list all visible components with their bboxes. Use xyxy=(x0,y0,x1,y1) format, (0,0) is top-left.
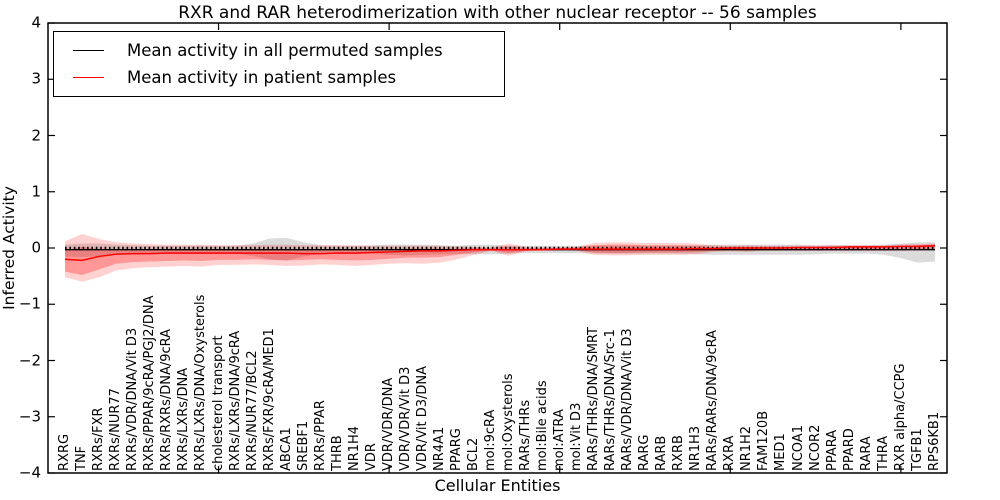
legend-item-patient: Mean activity in patient samples xyxy=(73,68,504,87)
x-tick-label: VDR xyxy=(364,443,380,471)
legend-label-permuted: Mean activity in all permuted samples xyxy=(127,41,443,60)
x-tick-label: RARs/THRs xyxy=(517,399,533,471)
x-tick-label: RXRs/RXRs/DNA/9cRA xyxy=(159,328,175,471)
x-tick-label: RXRB xyxy=(671,435,687,471)
x-tick-label: NR1H4 xyxy=(346,425,362,471)
y-tick-label: 3 xyxy=(31,69,41,88)
x-tick-label: RXRs/NUR77/BCL2 xyxy=(244,350,260,471)
x-tick-label: RXRs/LXRs/DNA/9cRA xyxy=(227,330,243,471)
x-tick-label: cholesterol transport xyxy=(210,335,226,471)
x-tick-label: mol:ATRA xyxy=(551,409,567,471)
x-tick-label: PPARG xyxy=(449,428,465,471)
x-tick-label: RARs/RARs/DNA/9cRA xyxy=(705,330,721,471)
black-line-sample-icon xyxy=(73,50,104,51)
x-tick-label: THRA xyxy=(875,435,891,471)
x-tick-label: RARB xyxy=(654,435,670,471)
x-tick-label: NCOA1 xyxy=(790,425,806,471)
x-tick-label: MED1 xyxy=(773,433,789,471)
x-axis-label: Cellular Entities xyxy=(434,476,561,495)
x-tick-label: PPARA xyxy=(824,429,840,471)
x-tick-label: mol:Vit D3 xyxy=(568,402,584,471)
x-tick-label: RXRs/FXR xyxy=(91,407,107,471)
y-tick-label: 2 xyxy=(31,126,41,144)
y-tick-label: 4 xyxy=(31,13,41,32)
x-tick-label: RPS6KB1 xyxy=(926,411,942,471)
patient-samples-spread-outer-band xyxy=(65,233,935,282)
x-tick-label: RXRG xyxy=(57,433,72,471)
x-tick-label: RXRA xyxy=(722,435,738,471)
x-tick-label: FAM120B xyxy=(756,410,772,471)
x-tick-label: RXRs/PPAR xyxy=(312,400,328,471)
x-tick-label: mol:Oxysterols xyxy=(500,373,516,472)
y-tick-label: −3 xyxy=(18,407,41,426)
patient-mean-line xyxy=(64,245,936,262)
legend-item-permuted: Mean activity in all permuted samples xyxy=(73,41,504,60)
x-tick-label: SREBF1 xyxy=(295,420,311,471)
x-tick-label: NR1H3 xyxy=(688,425,704,471)
y-tick-label: 1 xyxy=(31,182,41,201)
x-tick-label: RARs/THRs/DNA/SMRT xyxy=(585,327,601,471)
x-tick-label: PPARD xyxy=(841,428,857,471)
x-tick-label: mol:Bile acids xyxy=(534,380,550,471)
x-tick-label: RXRs/FXR/9cRA/MED1 xyxy=(261,328,277,471)
x-tick-label: RXRs/PPAR/9cRA/PGJ2/DNA xyxy=(142,295,158,472)
x-tick-label: THRB xyxy=(329,435,345,471)
legend: Mean activity in all permuted samples Me… xyxy=(53,31,505,97)
x-tick-label: TGFB1 xyxy=(909,428,925,471)
chart-title: RXR and RAR heterodimerization with othe… xyxy=(178,3,817,23)
y-tick-label: −1 xyxy=(18,294,41,313)
x-tick-label: NCOR2 xyxy=(807,424,823,471)
x-tick-label: RARs/THRs/DNA/Src-1 xyxy=(602,329,618,471)
x-tick-label: VDR/VDR/DNA xyxy=(381,377,397,471)
x-tick-label: VDR/VDR/Vit D3 xyxy=(398,366,414,471)
x-tick-label: RXR alpha/CCPG xyxy=(892,363,908,471)
x-tick-label: RXRs/LXRs/DNA/Oxysterols xyxy=(193,294,209,471)
x-tick-label: ABCA1 xyxy=(278,427,294,471)
x-tick-label: RARG xyxy=(636,434,652,471)
legend-label-patient: Mean activity in patient samples xyxy=(127,68,397,87)
y-tick-label: 0 xyxy=(31,238,41,257)
x-tick-label: VDR/Vit D3/DNA xyxy=(415,365,431,471)
x-tick-label: RARs/VDR/DNA/Vit D3 xyxy=(619,328,635,471)
x-tick-label: RXRs/VDR/DNA/Vit D3 xyxy=(125,327,141,471)
y-tick-label: −4 xyxy=(18,463,41,482)
x-tick-label: BCL2 xyxy=(466,437,482,471)
x-tick-label: TNF xyxy=(74,445,90,471)
x-tick-label: RXRs/LXRs/DNA xyxy=(176,367,192,471)
red-line-sample-icon xyxy=(73,77,104,78)
x-tick-label: NR1H2 xyxy=(739,425,755,471)
patient-samples-spread-inner-band xyxy=(65,244,935,275)
x-tick-label: RXRs/NUR77 xyxy=(108,388,124,471)
y-tick-label: −2 xyxy=(18,351,41,369)
x-tick-label: RARA xyxy=(858,436,874,471)
x-tick-label: NR4A1 xyxy=(432,426,448,471)
x-tick-label: mol:9cRA xyxy=(483,409,499,471)
